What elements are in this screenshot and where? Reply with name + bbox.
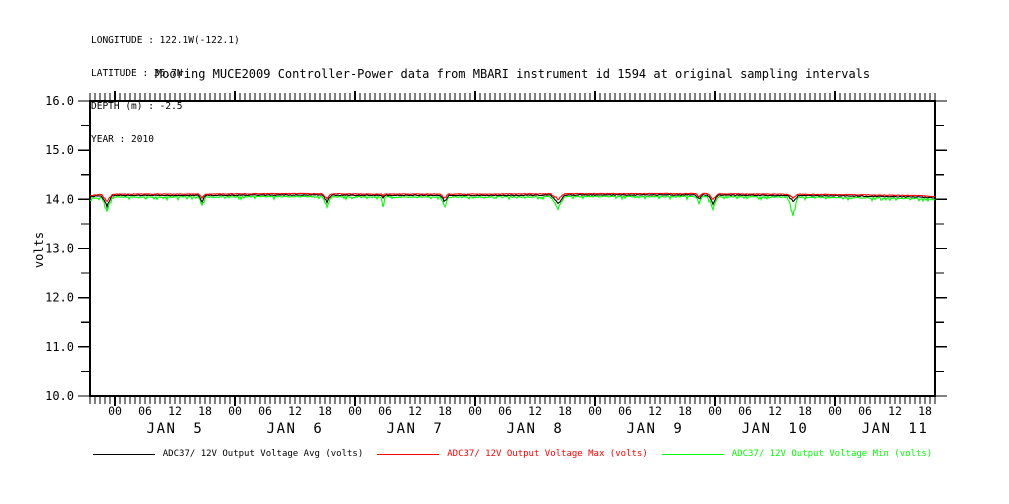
legend-line-max (377, 453, 440, 455)
series-min-line (89, 195, 936, 217)
x-hour-label: 00 (348, 404, 362, 418)
x-hour-label: 18 (798, 404, 812, 418)
legend: ADC37/ 12V Output Voltage Avg (volts) AD… (90, 449, 935, 459)
legend-label-avg: ADC37/ 12V Output Voltage Avg (volts) (162, 449, 364, 459)
x-hour-label: 18 (438, 404, 452, 418)
x-hour-label: 06 (618, 404, 632, 418)
x-hour-label: 00 (828, 404, 842, 418)
x-hour-label: 00 (588, 404, 602, 418)
x-hour-label: 12 (408, 404, 422, 418)
x-hour-label: 12 (528, 404, 542, 418)
x-day-label: JAN 5 (147, 421, 204, 437)
x-hour-label: 06 (378, 404, 392, 418)
x-hour-label: 00 (108, 404, 122, 418)
x-hour-label: 18 (678, 404, 692, 418)
x-hour-label: 00 (708, 404, 722, 418)
y-tick-label: 13.0 (45, 242, 74, 256)
series-max-line (90, 192, 936, 203)
x-hour-label: 12 (768, 404, 782, 418)
metadata-longitude: LONGITUDE : 122.1W(-122.1) (91, 35, 240, 46)
y-tick-label: 14.0 (45, 192, 74, 206)
x-day-label: JAN 10 (742, 421, 809, 437)
x-hour-label: 12 (168, 404, 182, 418)
metadata-year: YEAR : 2010 (91, 134, 154, 145)
x-axis-ticks (89, 93, 936, 404)
y-tick-label: 11.0 (45, 340, 74, 354)
y-tick-label: 10.0 (45, 389, 74, 403)
x-hour-label: 06 (498, 404, 512, 418)
metadata-latitude: LATITUDE : 36.7N (91, 68, 183, 79)
plot-border (89, 100, 936, 397)
x-hour-label: 18 (318, 404, 332, 418)
x-hour-label: 06 (738, 404, 752, 418)
y-axis-ticks (78, 100, 947, 397)
x-hour-label: 18 (558, 404, 572, 418)
x-day-label: JAN 9 (627, 421, 684, 437)
legend-label-min: ADC37/ 12V Output Voltage Min (volts) (731, 449, 933, 459)
x-day-label: JAN 6 (267, 421, 324, 437)
x-hour-label: 00 (228, 404, 242, 418)
x-hour-label: 18 (918, 404, 932, 418)
x-hour-label: 00 (468, 404, 482, 418)
legend-item-max: ADC37/ 12V Output Voltage Max (volts) (377, 449, 648, 459)
y-tick-label: 12.0 (45, 291, 74, 305)
x-axis-midnight-ticks (114, 91, 836, 406)
x-hour-label: 12 (888, 404, 902, 418)
x-hour-label: 06 (858, 404, 872, 418)
y-tick-label: 15.0 (45, 143, 74, 157)
legend-line-min (661, 453, 724, 455)
legend-item-avg: ADC37/ 12V Output Voltage Avg (volts) (92, 449, 364, 459)
chart-title: Mooring MUCE2009 Controller-Power data f… (154, 67, 871, 81)
x-hour-label: 12 (288, 404, 302, 418)
x-hour-label: 06 (138, 404, 152, 418)
metadata-depth: DEPTH (m) : -2.5 (91, 101, 183, 112)
legend-line-avg (92, 453, 155, 455)
legend-item-min: ADC37/ 12V Output Voltage Min (volts) (661, 449, 933, 459)
x-day-label: JAN 7 (387, 421, 444, 437)
series-avg-line (89, 193, 936, 210)
x-hour-label: 06 (258, 404, 272, 418)
x-day-label: JAN 11 (862, 421, 929, 437)
x-hour-label: 12 (648, 404, 662, 418)
metadata-block: LONGITUDE : 122.1W(-122.1) LATITUDE : 36… (91, 13, 240, 167)
x-day-label: JAN 8 (507, 421, 564, 437)
legend-label-max: ADC37/ 12V Output Voltage Max (volts) (447, 449, 648, 459)
y-tick-label: 16.0 (45, 94, 74, 108)
x-hour-label: 18 (198, 404, 212, 418)
